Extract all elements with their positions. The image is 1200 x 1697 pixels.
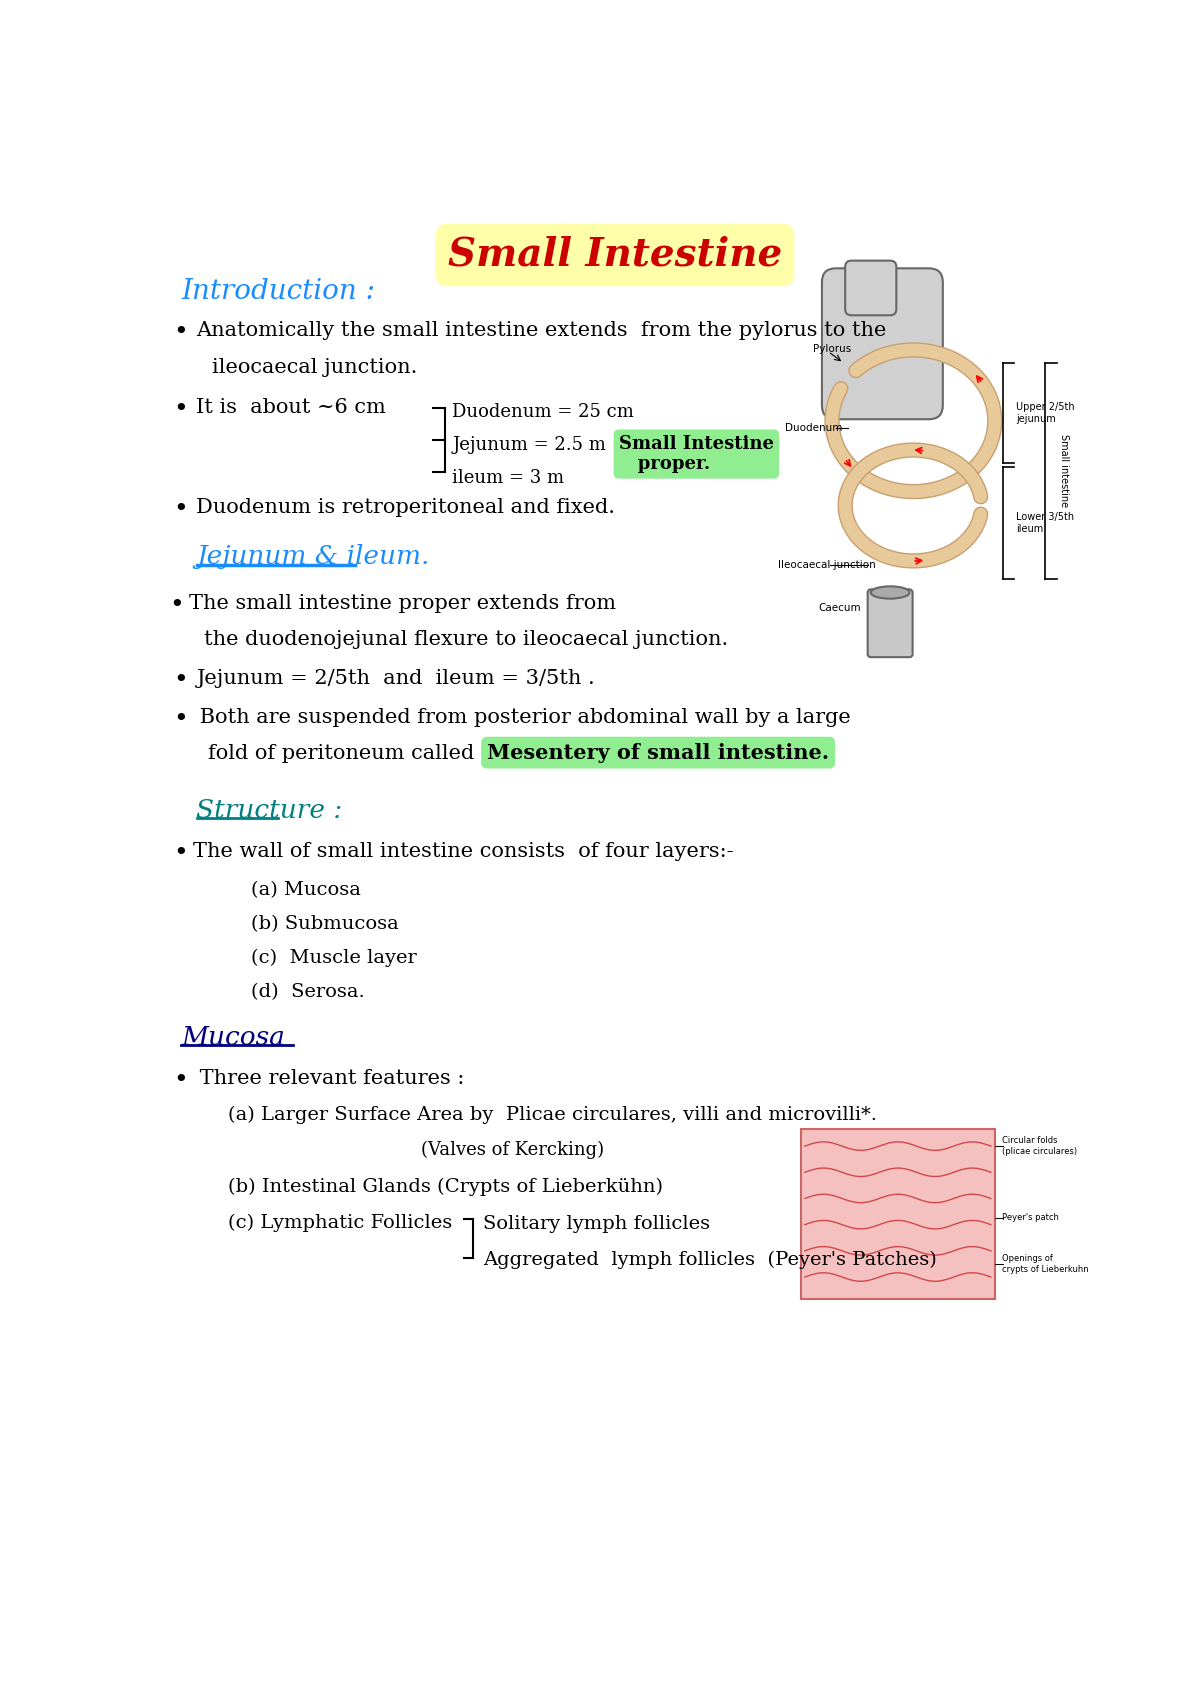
Text: Peyer's patch: Peyer's patch (1002, 1213, 1060, 1222)
Text: •: • (173, 497, 188, 521)
Text: (a) Mucosa: (a) Mucosa (251, 881, 361, 899)
Ellipse shape (871, 587, 910, 599)
Text: Duodenum is retroperitoneal and fixed.: Duodenum is retroperitoneal and fixed. (197, 497, 616, 518)
Text: Both are suspended from posterior abdominal wall by a large: Both are suspended from posterior abdomi… (193, 708, 851, 726)
FancyBboxPatch shape (868, 589, 913, 657)
Text: (b) Intestinal Glands (Crypts of Lieberkühn): (b) Intestinal Glands (Crypts of Lieberk… (228, 1178, 662, 1196)
Text: Solitary lymph follicles: Solitary lymph follicles (484, 1215, 710, 1234)
Text: Lower 3/5th
ileum: Lower 3/5th ileum (1016, 512, 1074, 535)
Text: •: • (173, 708, 188, 731)
Text: Mucosa: Mucosa (181, 1025, 284, 1050)
Text: Jejunum = 2.5 m: Jejunum = 2.5 m (452, 436, 606, 455)
Text: Aggregated  lymph follicles  (Peyer's Patches): Aggregated lymph follicles (Peyer's Patc… (484, 1251, 937, 1269)
Text: Three relevant features :: Three relevant features : (193, 1069, 464, 1088)
Text: •: • (173, 397, 188, 421)
Text: •: • (173, 842, 188, 865)
Text: ileum = 3 m: ileum = 3 m (452, 470, 564, 487)
Text: (d)  Serosa.: (d) Serosa. (251, 983, 365, 1001)
Text: Structure :: Structure : (197, 798, 343, 823)
Text: Small Intestine: Small Intestine (448, 236, 782, 273)
Text: Duodenum: Duodenum (786, 424, 842, 433)
Text: the duodenojejunal flexure to ileocaecal junction.: the duodenojejunal flexure to ileocaecal… (204, 630, 728, 650)
Text: It is  about ~6 cm: It is about ~6 cm (197, 397, 386, 417)
Text: Jejunum & ileum.: Jejunum & ileum. (197, 545, 430, 568)
Text: Jejunum = 2/5th  and  ileum = 3/5th .: Jejunum = 2/5th and ileum = 3/5th . (197, 669, 595, 687)
Text: (a) Larger Surface Area by  Plicae circulares, villi and microvilli*.: (a) Larger Surface Area by Plicae circul… (228, 1106, 876, 1125)
Text: Introduction :: Introduction : (181, 278, 374, 305)
Text: fold of peritoneum called: fold of peritoneum called (208, 745, 474, 764)
Text: (Valves of Kercking): (Valves of Kercking) (421, 1140, 605, 1159)
Text: Pylorus: Pylorus (812, 344, 851, 355)
Text: Anatomically the small intestine extends  from the pylorus to the: Anatomically the small intestine extends… (197, 321, 887, 339)
Text: The wall of small intestine consists  of four layers:-: The wall of small intestine consists of … (193, 842, 733, 860)
Text: Small intestine: Small intestine (1060, 434, 1069, 507)
FancyBboxPatch shape (802, 1129, 995, 1298)
Text: Mesentery of small intestine.: Mesentery of small intestine. (487, 743, 829, 762)
Text: (c)  Muscle layer: (c) Muscle layer (251, 949, 416, 967)
Text: •: • (173, 321, 188, 344)
Text: ileocaecal junction.: ileocaecal junction. (212, 358, 418, 377)
Text: (c) Lymphatic Follicles: (c) Lymphatic Follicles (228, 1213, 451, 1232)
Text: Duodenum = 25 cm: Duodenum = 25 cm (452, 404, 634, 421)
Text: Caecum: Caecum (818, 602, 860, 613)
Text: (b) Submucosa: (b) Submucosa (251, 915, 398, 933)
Text: Upper 2/5th
jejunum: Upper 2/5th jejunum (1016, 402, 1075, 424)
Text: Circular folds
(plicae circulares): Circular folds (plicae circulares) (1002, 1137, 1078, 1156)
Text: Openings of
crypts of Lieberkuhn: Openings of crypts of Lieberkuhn (1002, 1254, 1090, 1274)
Text: The small intestine proper extends from: The small intestine proper extends from (188, 594, 616, 613)
Text: •: • (169, 594, 184, 618)
FancyBboxPatch shape (845, 261, 896, 316)
Text: •: • (173, 669, 188, 692)
Text: Ileocaecal junction: Ileocaecal junction (778, 560, 876, 570)
Text: Small Intestine
   proper.: Small Intestine proper. (619, 434, 774, 473)
FancyBboxPatch shape (822, 268, 943, 419)
Text: •: • (173, 1069, 188, 1093)
